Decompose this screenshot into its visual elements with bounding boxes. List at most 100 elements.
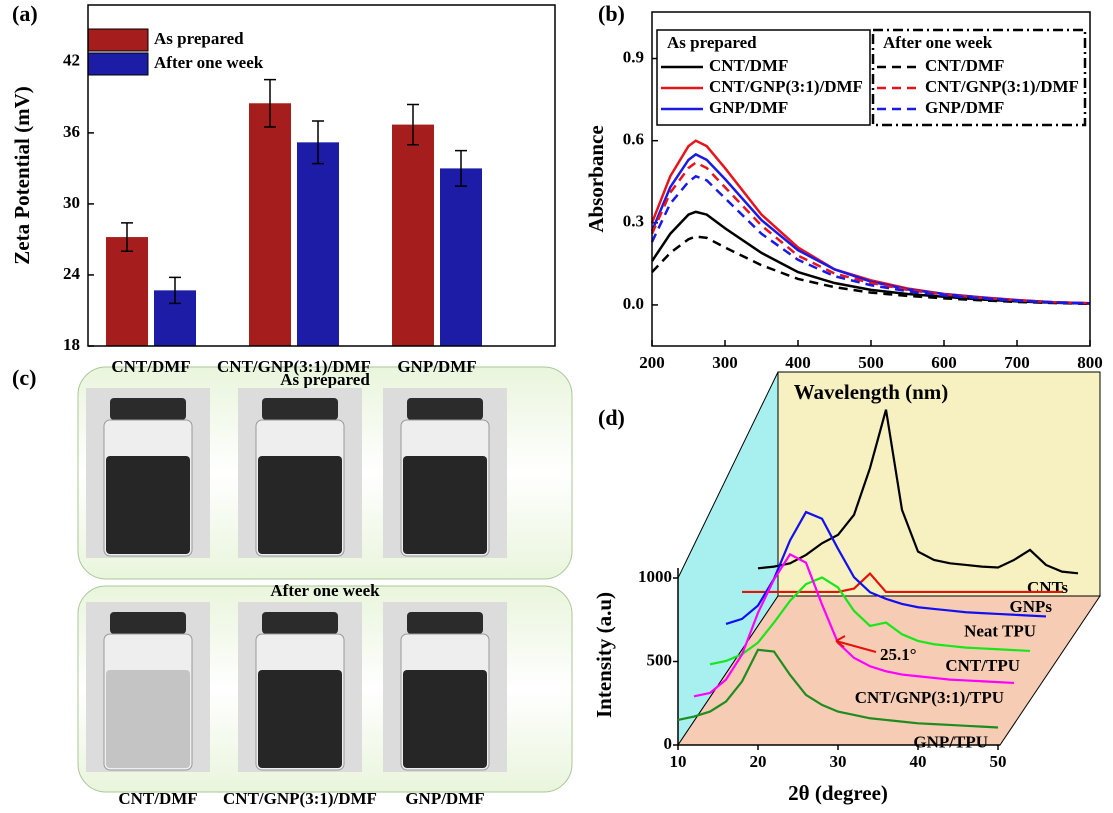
- y-tick-label: 0.3: [623, 212, 644, 231]
- x-tick-label: 200: [639, 353, 665, 372]
- x-tick-label: 40: [910, 752, 927, 771]
- legend-swatch: [87, 52, 149, 76]
- y-tick-label: 18: [63, 335, 80, 354]
- y-tick-label: 24: [63, 264, 81, 283]
- y-tick-label: 0.9: [623, 47, 644, 66]
- x-tick-label: 800: [1077, 353, 1103, 372]
- bar: [440, 168, 482, 346]
- line: [693, 552, 1015, 698]
- jar-liquid: [106, 670, 190, 768]
- line: [650, 210, 1091, 305]
- x-tick-label: 20: [750, 752, 767, 771]
- caption: CNT/DMF: [118, 789, 197, 808]
- y-tick-label: 0.6: [623, 130, 644, 149]
- panel-label: (a): [12, 1, 38, 26]
- line: [709, 576, 1031, 666]
- line: [650, 174, 1091, 305]
- x-axis-label: 2θ (degree): [788, 781, 888, 805]
- jar-cap: [407, 398, 483, 420]
- x-axis-label: Wavelength (nm): [794, 380, 949, 404]
- x-tick-label: 400: [785, 353, 811, 372]
- y-axis-label: Absorbance: [584, 125, 608, 232]
- y-tick-label: 0: [664, 734, 673, 753]
- legend-swatch: [87, 28, 149, 52]
- jar-liquid: [258, 456, 342, 554]
- jar-cap: [110, 612, 186, 634]
- line: [742, 571, 1062, 594]
- y-tick-label: 1000: [638, 567, 672, 586]
- line: [677, 648, 999, 729]
- line: [651, 235, 1091, 306]
- jar-cap: [110, 398, 186, 420]
- y-tick-label: 36: [63, 122, 80, 141]
- series-label: CNT/GNP(3:1)/TPU: [855, 688, 1004, 707]
- back-wall: [777, 371, 1101, 597]
- legend-label: CNT/DMF: [925, 56, 1004, 75]
- legend-label: After one week: [154, 53, 264, 72]
- jar-liquid: [106, 456, 190, 554]
- series-label: CNTs: [1027, 578, 1068, 597]
- bar: [297, 142, 339, 346]
- legend-title: As prepared: [667, 33, 757, 52]
- panel-label: (d): [598, 405, 625, 430]
- jar-liquid: [403, 670, 487, 768]
- legend-label: GNP/DMF: [709, 98, 788, 117]
- caption: CNT/GNP(3:1)/DMF: [223, 789, 377, 808]
- legend-label: CNT/DMF: [709, 56, 788, 75]
- legend-label: GNP/DMF: [925, 98, 1004, 117]
- y-tick-label: 500: [647, 650, 673, 669]
- jar-liquid: [403, 456, 487, 554]
- x-tick-label: 700: [1004, 353, 1030, 372]
- error-bar: [455, 149, 467, 187]
- y-axis-label: Zeta Potential (mV): [10, 86, 34, 264]
- x-tick-label: CNT/GNP(3:1)/DMF: [217, 357, 371, 376]
- row-title: As prepared: [280, 370, 370, 389]
- legend-label: CNT/GNP(3:1)/DMF: [709, 77, 863, 96]
- row-title: After one week: [270, 581, 380, 600]
- jar-cap: [262, 398, 338, 420]
- bar: [106, 237, 148, 346]
- x-tick-label: 600: [931, 353, 957, 372]
- legend-title: After one week: [883, 33, 993, 52]
- error-bar: [407, 103, 419, 146]
- series-label: Neat TPU: [964, 621, 1036, 640]
- jar-cap: [407, 612, 483, 634]
- x-tick-label: 10: [670, 752, 687, 771]
- series-label: GNP/TPU: [913, 732, 988, 751]
- panel-label: (b): [598, 1, 625, 26]
- legend-box: [656, 29, 871, 126]
- legend-label: As prepared: [154, 29, 244, 48]
- line: [650, 161, 1091, 305]
- x-tick-label: 30: [830, 752, 847, 771]
- y-tick-label: 0.0: [623, 294, 644, 313]
- bar: [249, 103, 291, 346]
- series-label: GNPs: [1010, 597, 1053, 616]
- x-tick-label: 500: [858, 353, 884, 372]
- error-bar: [121, 222, 133, 253]
- caption: GNP/DMF: [405, 789, 484, 808]
- bar: [392, 124, 434, 346]
- jar-liquid: [258, 670, 342, 768]
- series-label: CNT/TPU: [945, 656, 1020, 675]
- error-bar: [264, 78, 276, 128]
- plot-frame: [87, 4, 556, 347]
- legend-label: CNT/GNP(3:1)/DMF: [925, 77, 1079, 96]
- plot-frame: [651, 11, 1091, 347]
- y-axis-label: Intensity (a.u): [592, 592, 616, 718]
- y-tick-label: 30: [63, 193, 80, 212]
- x-tick-label: GNP/DMF: [397, 357, 476, 376]
- x-tick-label: CNT/DMF: [111, 357, 190, 376]
- annotation: 25.1°: [880, 645, 917, 664]
- annotation-arrow: [835, 635, 877, 653]
- error-bar: [312, 120, 324, 165]
- jar-cap: [262, 612, 338, 634]
- x-tick-label: 50: [990, 752, 1007, 771]
- y-tick-label: 42: [63, 51, 80, 70]
- line: [725, 510, 1047, 625]
- error-bar: [169, 276, 181, 305]
- line: [650, 152, 1091, 305]
- panel-label: (c): [12, 365, 36, 390]
- x-tick-label: 300: [712, 353, 738, 372]
- line: [757, 409, 1079, 575]
